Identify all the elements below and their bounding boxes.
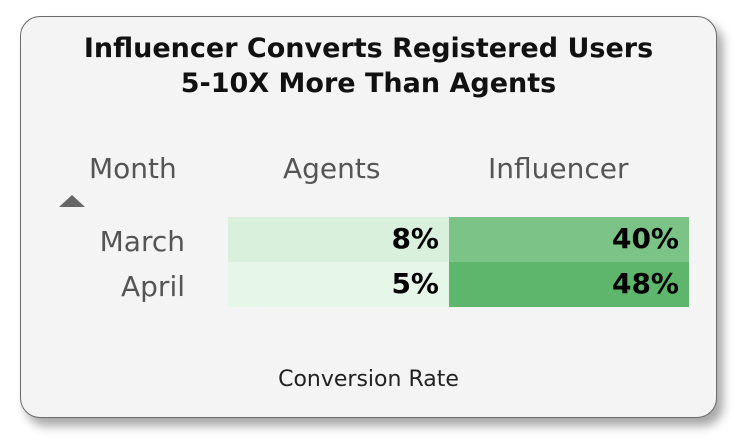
chart-title: Influencer Converts Registered Users 5-1… <box>21 31 716 101</box>
chart-card: Influencer Converts Registered Users 5-1… <box>20 16 717 418</box>
column-header-agents[interactable]: Agents <box>283 152 381 185</box>
title-line-2: 5-10X More Than Agents <box>180 68 557 99</box>
column-header-influencer[interactable]: Influencer <box>488 152 629 185</box>
cell-influencer-april: 48% <box>449 262 689 307</box>
sort-ascending-icon[interactable] <box>59 195 85 207</box>
cell-agents-april: 5% <box>228 262 449 307</box>
cell-agents-march: 8% <box>228 217 449 262</box>
title-line-1: Influencer Converts Registered Users <box>83 33 654 64</box>
row-label-march: March <box>99 225 185 258</box>
measure-label: Conversion Rate <box>278 367 459 392</box>
column-header-month[interactable]: Month <box>89 152 177 185</box>
row-label-april: April <box>121 270 185 303</box>
cell-influencer-march: 40% <box>449 217 689 262</box>
